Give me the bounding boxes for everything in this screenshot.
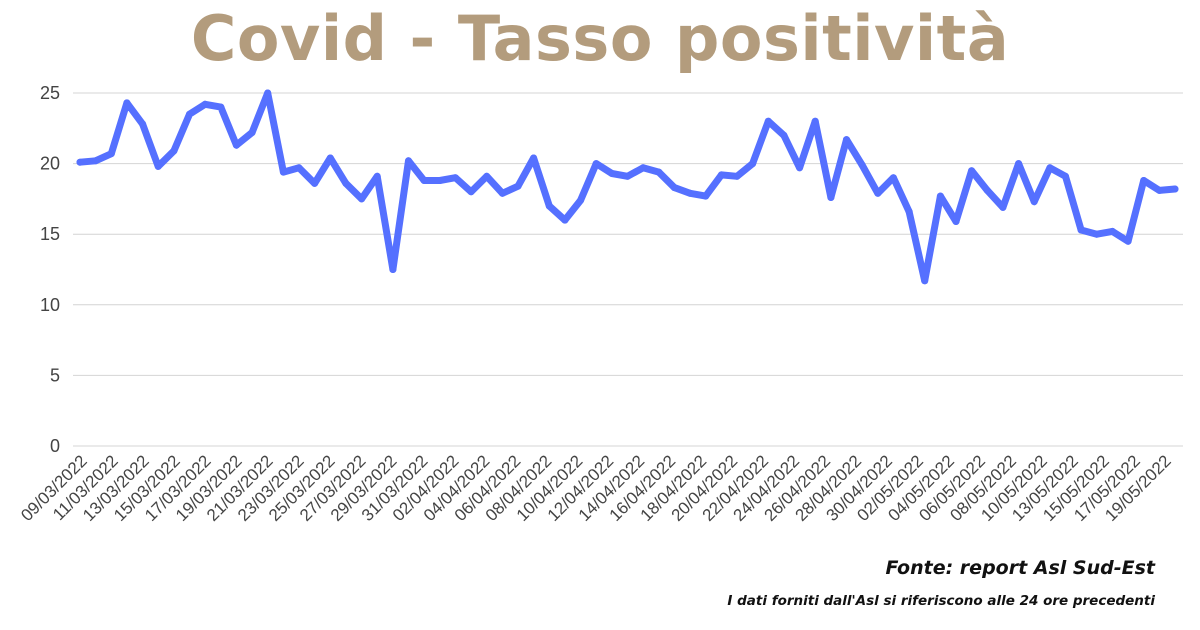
series-line xyxy=(76,89,1179,285)
data-point xyxy=(420,177,428,184)
data-point xyxy=(389,266,397,273)
y-axis-tick-labels: 0 5 10 15 20 25 xyxy=(40,83,60,456)
data-point xyxy=(717,171,725,179)
data-point xyxy=(577,196,585,204)
data-point xyxy=(76,158,84,166)
data-point xyxy=(811,117,819,125)
data-point xyxy=(1140,177,1148,184)
data-point xyxy=(1093,230,1101,238)
data-point xyxy=(702,192,710,200)
data-point xyxy=(373,172,381,180)
data-point xyxy=(217,103,225,111)
data-point xyxy=(592,160,600,168)
data-point xyxy=(1077,226,1085,234)
data-point xyxy=(952,218,960,225)
data-point xyxy=(670,184,678,192)
data-point xyxy=(201,100,209,108)
data-point xyxy=(1015,160,1023,168)
y-tick-label: 20 xyxy=(40,154,60,174)
data-point xyxy=(796,164,804,172)
data-point xyxy=(545,202,553,210)
data-point xyxy=(107,150,115,158)
data-point xyxy=(295,164,303,172)
y-tick-label: 5 xyxy=(50,365,60,385)
grid-lines xyxy=(73,92,1183,447)
data-point xyxy=(498,189,506,197)
data-point xyxy=(186,110,193,118)
data-point xyxy=(639,164,647,172)
data-point xyxy=(530,154,538,162)
data-point xyxy=(827,194,835,201)
data-point xyxy=(749,160,757,168)
data-point xyxy=(780,131,788,139)
data-point xyxy=(921,277,929,285)
data-point xyxy=(405,157,412,165)
source-label: Fonte: report Asl Sud-Est xyxy=(885,557,1155,579)
data-point xyxy=(467,188,475,196)
data-point xyxy=(561,216,569,224)
data-point xyxy=(279,168,287,176)
data-point xyxy=(686,189,694,197)
data-point xyxy=(358,195,366,203)
data-note: I dati forniti dall'Asl si riferiscono a… xyxy=(727,593,1155,609)
data-point xyxy=(311,179,319,187)
data-point xyxy=(326,154,334,162)
data-point xyxy=(342,179,350,187)
data-point xyxy=(232,141,240,149)
data-point xyxy=(154,162,162,170)
data-point xyxy=(874,189,882,197)
data-point xyxy=(764,117,772,125)
data-point xyxy=(123,99,131,107)
data-point xyxy=(436,177,444,184)
data-point xyxy=(1171,185,1179,193)
data-point xyxy=(968,167,976,175)
data-point xyxy=(624,172,631,180)
data-point xyxy=(139,120,147,128)
data-point xyxy=(170,147,178,155)
y-tick-label: 10 xyxy=(40,295,60,315)
data-point xyxy=(999,203,1007,211)
data-point xyxy=(733,172,741,180)
data-point xyxy=(983,186,991,194)
data-point xyxy=(1155,186,1163,194)
data-point xyxy=(1046,164,1054,172)
x-axis-tick-labels: 09/03/202211/03/202213/03/202215/03/2022… xyxy=(17,451,1175,525)
data-point xyxy=(843,136,850,144)
chart-title: Covid - Tasso positività xyxy=(190,2,1010,75)
data-point xyxy=(1108,227,1116,235)
data-point xyxy=(483,172,491,180)
data-point xyxy=(1124,237,1132,245)
y-tick-label: 0 xyxy=(50,436,60,456)
y-tick-label: 25 xyxy=(40,83,60,103)
data-point xyxy=(514,182,522,190)
data-point xyxy=(264,89,272,97)
data-point xyxy=(248,129,256,136)
data-point xyxy=(655,168,663,176)
series-line-layer xyxy=(76,89,1179,285)
data-point xyxy=(1062,172,1069,180)
data-point xyxy=(608,170,616,177)
data-point xyxy=(889,174,897,182)
y-tick-label: 15 xyxy=(40,224,60,244)
data-point xyxy=(858,161,866,169)
data-point xyxy=(1030,198,1038,206)
data-point xyxy=(905,208,913,216)
data-point xyxy=(936,192,944,200)
data-point xyxy=(451,174,459,182)
data-point xyxy=(92,157,100,165)
